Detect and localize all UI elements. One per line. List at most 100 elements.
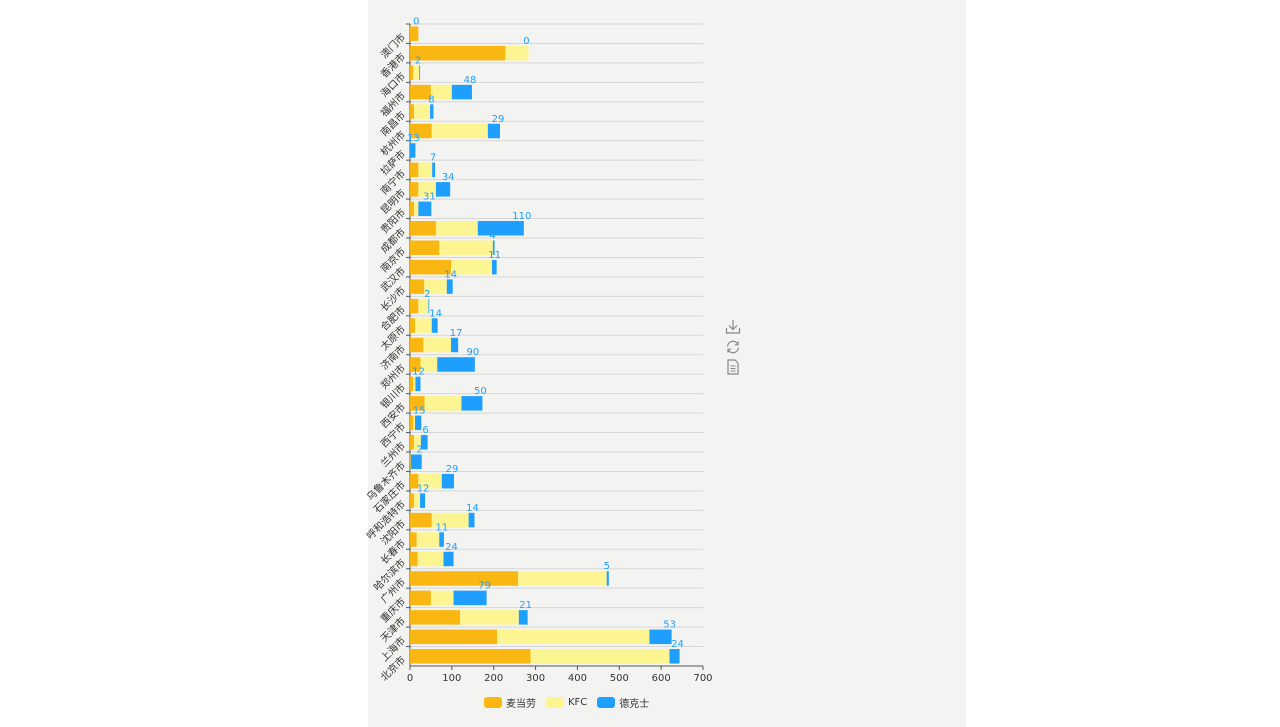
legend-item-mcdonalds[interactable]: 麦当劳 bbox=[484, 695, 536, 710]
bar-mcdonalds[interactable] bbox=[410, 279, 425, 294]
bar-dicos[interactable] bbox=[435, 182, 451, 197]
bar-dicos[interactable] bbox=[477, 221, 524, 236]
bar-kfc[interactable] bbox=[517, 571, 607, 586]
bar-kfc[interactable] bbox=[418, 473, 442, 489]
bar-mcdonalds[interactable] bbox=[410, 26, 419, 41]
bar-mcdonalds[interactable] bbox=[410, 629, 498, 645]
bar-mcdonalds[interactable] bbox=[410, 454, 411, 469]
bar-mcdonalds[interactable] bbox=[410, 45, 506, 61]
bar-dicos[interactable] bbox=[669, 649, 680, 664]
refresh-icon[interactable] bbox=[724, 338, 742, 356]
bar-kfc[interactable] bbox=[420, 357, 438, 372]
bar-dicos[interactable] bbox=[432, 162, 436, 178]
bar-dicos[interactable] bbox=[418, 201, 432, 217]
bar-dicos[interactable] bbox=[428, 298, 430, 314]
bar-kfc[interactable] bbox=[413, 376, 416, 392]
bar-kfc[interactable] bbox=[497, 629, 650, 645]
bar-kfc[interactable] bbox=[460, 610, 519, 625]
download-icon[interactable] bbox=[724, 318, 742, 336]
bar-dicos[interactable] bbox=[415, 376, 421, 392]
bar-kfc[interactable] bbox=[435, 221, 478, 236]
bar-mcdonalds[interactable] bbox=[410, 104, 415, 119]
bar-mcdonalds[interactable] bbox=[410, 84, 431, 100]
bar-mcdonalds[interactable] bbox=[410, 337, 424, 353]
bar-kfc[interactable] bbox=[414, 104, 431, 119]
bar-dicos[interactable] bbox=[441, 473, 454, 489]
bar-dicos[interactable] bbox=[430, 104, 434, 119]
bar-dicos[interactable] bbox=[461, 396, 483, 411]
bar-mcdonalds[interactable] bbox=[410, 162, 419, 178]
bar-kfc[interactable] bbox=[414, 435, 421, 450]
bar-dicos[interactable] bbox=[451, 337, 459, 353]
bar-kfc[interactable] bbox=[418, 162, 433, 178]
bar-kfc[interactable] bbox=[418, 182, 436, 197]
bar-kfc[interactable] bbox=[414, 201, 419, 217]
bar-kfc[interactable] bbox=[418, 298, 429, 314]
bar-mcdonalds[interactable] bbox=[410, 551, 418, 567]
bar-dicos[interactable] bbox=[468, 512, 475, 528]
bar-dicos[interactable] bbox=[487, 123, 500, 139]
bar-mcdonalds[interactable] bbox=[410, 473, 419, 489]
bar-mcdonalds[interactable] bbox=[410, 493, 415, 508]
bar-dicos[interactable] bbox=[437, 357, 475, 372]
bar-mcdonalds[interactable] bbox=[410, 415, 414, 431]
bar-dicos[interactable] bbox=[431, 318, 438, 333]
bar-kfc[interactable] bbox=[414, 493, 421, 508]
bar-dicos[interactable] bbox=[415, 415, 422, 431]
bar-dicos[interactable] bbox=[439, 532, 444, 547]
bar-mcdonalds[interactable] bbox=[410, 201, 415, 217]
bar-kfc[interactable] bbox=[424, 279, 447, 294]
bar-mcdonalds[interactable] bbox=[410, 298, 419, 314]
bar-mcdonalds[interactable] bbox=[410, 65, 414, 80]
data-view-icon[interactable] bbox=[724, 358, 742, 376]
data-label: 4 bbox=[489, 230, 495, 241]
bar-dicos[interactable] bbox=[492, 240, 495, 255]
bar-dicos[interactable] bbox=[420, 493, 426, 508]
bar-kfc[interactable] bbox=[430, 590, 454, 606]
bar-kfc[interactable] bbox=[423, 337, 452, 353]
bar-mcdonalds[interactable] bbox=[410, 318, 416, 333]
bar-kfc[interactable] bbox=[413, 65, 420, 80]
bar-mcdonalds[interactable] bbox=[410, 240, 440, 255]
bar-mcdonalds[interactable] bbox=[410, 123, 432, 139]
bar-kfc[interactable] bbox=[413, 415, 416, 431]
bar-kfc[interactable] bbox=[415, 318, 432, 333]
bar-dicos[interactable] bbox=[410, 454, 422, 469]
bar-kfc[interactable] bbox=[417, 551, 444, 567]
bar-dicos[interactable] bbox=[446, 279, 453, 294]
legend-item-kfc[interactable]: KFC bbox=[546, 696, 587, 708]
bar-mcdonalds[interactable] bbox=[410, 610, 461, 625]
bar-dicos[interactable] bbox=[451, 84, 472, 100]
bar-mcdonalds[interactable] bbox=[410, 649, 531, 664]
bar-kfc[interactable] bbox=[505, 45, 529, 61]
bar-mcdonalds[interactable] bbox=[410, 512, 432, 528]
bar-mcdonalds[interactable] bbox=[410, 221, 436, 236]
bar-kfc[interactable] bbox=[431, 123, 488, 139]
bar-mcdonalds[interactable] bbox=[410, 590, 431, 606]
bar-kfc[interactable] bbox=[431, 512, 469, 528]
bar-dicos[interactable] bbox=[453, 590, 487, 606]
bar-mcdonalds[interactable] bbox=[410, 532, 417, 547]
bar-dicos[interactable] bbox=[492, 259, 497, 275]
bar-kfc[interactable] bbox=[530, 649, 670, 664]
bar-mcdonalds[interactable] bbox=[410, 376, 414, 392]
bar-mcdonalds[interactable] bbox=[410, 571, 518, 586]
bar-mcdonalds[interactable] bbox=[410, 396, 425, 411]
bar-mcdonalds[interactable] bbox=[410, 182, 419, 197]
bar-dicos[interactable] bbox=[518, 610, 528, 625]
bar-mcdonalds[interactable] bbox=[410, 357, 421, 372]
bar-dicos[interactable] bbox=[606, 571, 609, 586]
bar-kfc[interactable] bbox=[424, 396, 462, 411]
bar-mcdonalds[interactable] bbox=[410, 435, 415, 450]
bar-dicos[interactable] bbox=[420, 435, 428, 450]
bar-dicos[interactable] bbox=[443, 551, 454, 567]
bar-kfc[interactable] bbox=[451, 259, 493, 275]
bar-dicos[interactable] bbox=[649, 629, 672, 645]
bar-mcdonalds[interactable] bbox=[410, 259, 452, 275]
bar-dicos[interactable] bbox=[419, 65, 421, 80]
bar-kfc[interactable] bbox=[416, 532, 440, 547]
bar-dicos[interactable] bbox=[410, 143, 416, 158]
bar-kfc[interactable] bbox=[439, 240, 493, 255]
bar-kfc[interactable] bbox=[430, 84, 452, 100]
legend-item-dicos[interactable]: 德克士 bbox=[597, 695, 649, 710]
